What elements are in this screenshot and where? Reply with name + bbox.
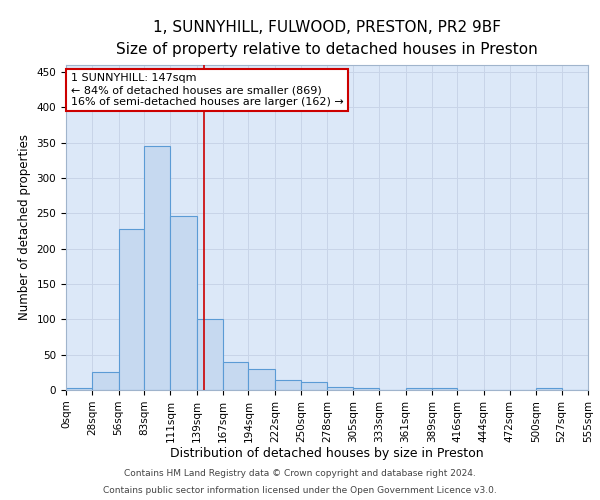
Bar [92, 372, 119, 390]
Bar [170, 216, 197, 390]
Bar [432, 388, 457, 390]
Text: Contains public sector information licensed under the Open Government Licence v3: Contains public sector information licen… [103, 486, 497, 495]
Bar [328, 387, 353, 390]
Text: 1 SUNNYHILL: 147sqm
← 84% of detached houses are smaller (869)
16% of semi-detac: 1 SUNNYHILL: 147sqm ← 84% of detached ho… [71, 74, 343, 106]
Bar [536, 388, 562, 390]
Bar [223, 362, 248, 390]
Bar [144, 146, 170, 390]
Y-axis label: Number of detached properties: Number of detached properties [18, 134, 31, 320]
Bar [275, 380, 301, 390]
Bar [66, 388, 92, 390]
Bar [301, 382, 328, 390]
Bar [353, 388, 379, 390]
X-axis label: Distribution of detached houses by size in Preston: Distribution of detached houses by size … [170, 448, 484, 460]
Bar [406, 388, 432, 390]
Bar [197, 320, 223, 390]
Bar [248, 369, 275, 390]
Bar [119, 229, 144, 390]
Title: 1, SUNNYHILL, FULWOOD, PRESTON, PR2 9BF
Size of property relative to detached ho: 1, SUNNYHILL, FULWOOD, PRESTON, PR2 9BF … [116, 20, 538, 57]
Text: Contains HM Land Registry data © Crown copyright and database right 2024.: Contains HM Land Registry data © Crown c… [124, 468, 476, 477]
